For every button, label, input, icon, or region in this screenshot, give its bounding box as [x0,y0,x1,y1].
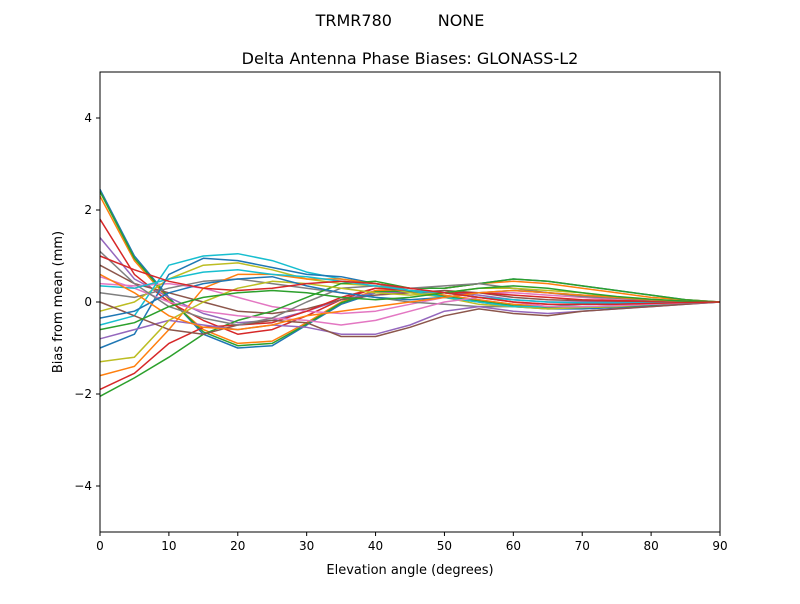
y-tick-label: −4 [74,479,92,493]
x-tick-label: 50 [437,539,452,553]
x-tick-label: 40 [368,539,383,553]
y-axis-label: Bias from mean (mm) [51,231,66,373]
x-tick-label: 30 [299,539,314,553]
x-tick-label: 60 [506,539,521,553]
x-tick-label: 90 [712,539,727,553]
series-line-16 [99,301,721,338]
series-line-20 [99,269,721,304]
chart-title: Delta Antenna Phase Biases: GLONASS-L2 [242,49,579,68]
figure-suptitle: TRMR780 NONE [315,11,485,30]
x-tick-label: 0 [96,539,104,553]
series-line-22 [99,273,721,331]
x-tick-label: 20 [230,539,245,553]
x-tick-label: 10 [161,539,176,553]
x-axis-ticks: 0 10 20 30 40 50 60 70 80 90 [96,532,728,553]
series-line-9 [99,262,721,312]
y-axis-ticks: −4 −2 0 2 4 [74,111,100,493]
y-tick-label: 4 [84,111,92,125]
y-tick-label: 2 [84,203,92,217]
series-line-24 [99,255,721,306]
series-line-17 [99,275,721,326]
y-tick-label: −2 [74,387,92,401]
y-tick-label: 0 [84,295,92,309]
series-line-23 [99,285,721,331]
x-axis-label: Elevation angle (degrees) [326,563,493,578]
x-tick-label: 70 [575,539,590,553]
x-tick-label: 80 [643,539,658,553]
series-lines [99,188,721,397]
